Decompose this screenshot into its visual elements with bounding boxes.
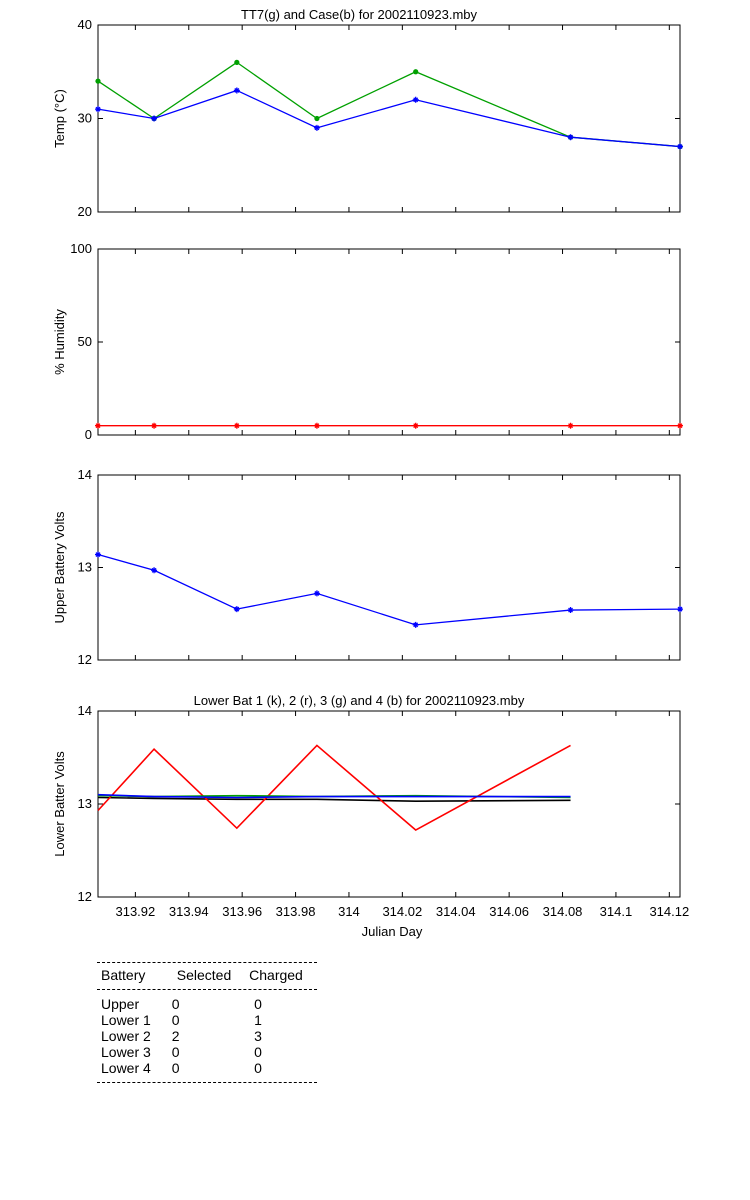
x-tick-label: 313.98 [276,904,316,919]
series-line [97,61,681,148]
chart-upper-battery: 12 13 14 Upper Battery Volts [52,467,683,667]
battery-table: Battery Selected Charged Upper 0 0 Lower… [97,962,317,1083]
y-axis-label: % Humidity [52,309,67,375]
cell-charged: 1 [254,1012,262,1028]
y-tick-label: 100 [70,241,92,256]
y-tick-label: 12 [78,652,92,667]
x-tick-label: 314.1 [600,904,633,919]
y-tick-label: 20 [78,204,92,219]
y-tick-label: 50 [78,334,92,349]
data-point [413,69,419,75]
data-point [151,567,158,574]
x-tick-label: 314.06 [489,904,529,919]
cell-selected: 0 [171,996,180,1012]
y-tick-label: 14 [78,703,92,718]
x-tick-label: 314.04 [436,904,476,919]
data-point [233,606,240,613]
x-tick-label: 313.96 [222,904,262,919]
y-tick-label: 14 [78,467,92,482]
table-bottom-divider [97,1082,317,1083]
data-point [313,590,320,597]
data-point [95,422,101,429]
cell-charged: 0 [254,1044,262,1060]
table-header-divider [97,989,317,990]
x-tick-label: 314.08 [543,904,583,919]
series-line [97,796,571,803]
cell-battery: Lower 2 [101,1028,151,1044]
y-tick-label: 0 [85,427,92,442]
cell-selected: 0 [171,1044,180,1060]
data-point [234,59,240,65]
data-point [95,78,101,84]
table-row: Upper 0 0 [97,996,317,1012]
cell-charged: 0 [254,1060,262,1076]
table-row: Lower 2 2 3 [97,1028,317,1044]
cell-battery: Upper [101,996,140,1012]
table-row: Lower 4 0 0 [97,1060,317,1076]
data-point [412,96,419,103]
chart-title: TT7(g) and Case(b) for 2002110923.mby [241,7,478,22]
charts-figure: 20 30 40 TT7(g) and Case(b) for 2002110923.… [52,7,689,939]
data-point [567,134,574,141]
data-point [151,115,158,122]
plot-frame [97,474,681,661]
chart-humidity: 0 50 100 % Humidity [52,241,683,442]
cell-charged: 3 [254,1028,262,1044]
data-point [313,124,320,131]
y-tick-label: 13 [78,560,92,575]
plot-frame [97,248,681,436]
y-tick-label: 12 [78,889,92,904]
data-point [233,87,240,94]
table-body: Upper 0 0 Lower 1 0 1 Lower 2 2 3 Lower … [97,990,317,1082]
series-line [97,89,681,148]
cell-selected: 0 [171,1060,180,1076]
y-tick-label: 30 [78,111,92,126]
data-point [412,621,419,628]
cell-charged: 0 [254,996,262,1012]
y-tick-label: 13 [78,796,92,811]
x-tick-label: 314.02 [382,904,422,919]
data-point [95,551,101,558]
table-header-row: Battery Selected Charged [97,963,317,989]
cell-battery: Lower 4 [101,1060,151,1076]
x-axis-label: Julian Day [362,924,423,939]
cell-battery: Lower 3 [101,1044,151,1060]
cell-battery: Lower 1 [101,1012,151,1028]
x-tick-label: 314 [338,904,360,919]
data-point [95,106,101,113]
y-axis-label: Temp (°C) [52,89,67,148]
chart-title: Lower Bat 1 (k), 2 (r), 3 (g) and 4 (b) … [194,693,525,708]
cell-selected: 2 [171,1028,180,1044]
plot-frame [97,710,681,898]
chart-lower-battery: 12 13 14 Lower Bat 1 (k), 2 (r), 3 (g) and … [52,693,689,939]
series-line [97,793,571,799]
plot-frame [97,24,681,213]
x-tick-label: 313.94 [169,904,209,919]
table-row: Lower 3 0 0 [97,1044,317,1060]
table-top-divider [97,962,317,963]
cell-selected: 0 [171,1012,180,1028]
data-point [233,422,240,429]
series-line [97,553,681,626]
chart-temp: 20 30 40 TT7(g) and Case(b) for 2002110923.… [52,7,683,219]
header-battery: Battery [101,967,146,983]
y-axis-label: Upper Battery Volts [52,511,67,623]
data-point [677,606,683,613]
data-point [313,422,320,429]
data-point [677,422,683,429]
y-axis-label: Lower Batter Volts [52,751,67,857]
table-row: Lower 1 0 1 [97,1012,317,1028]
header-charged: Charged [249,967,303,983]
data-point [412,422,419,429]
data-point [567,607,574,614]
y-tick-label: 40 [78,17,92,32]
data-point [677,143,683,150]
data-point [151,422,158,429]
data-point [314,115,320,122]
x-tick-label: 313.92 [115,904,155,919]
series-line [97,744,571,832]
data-point [567,422,574,429]
x-tick-label: 314.12 [649,904,689,919]
header-selected: Selected [176,967,232,983]
